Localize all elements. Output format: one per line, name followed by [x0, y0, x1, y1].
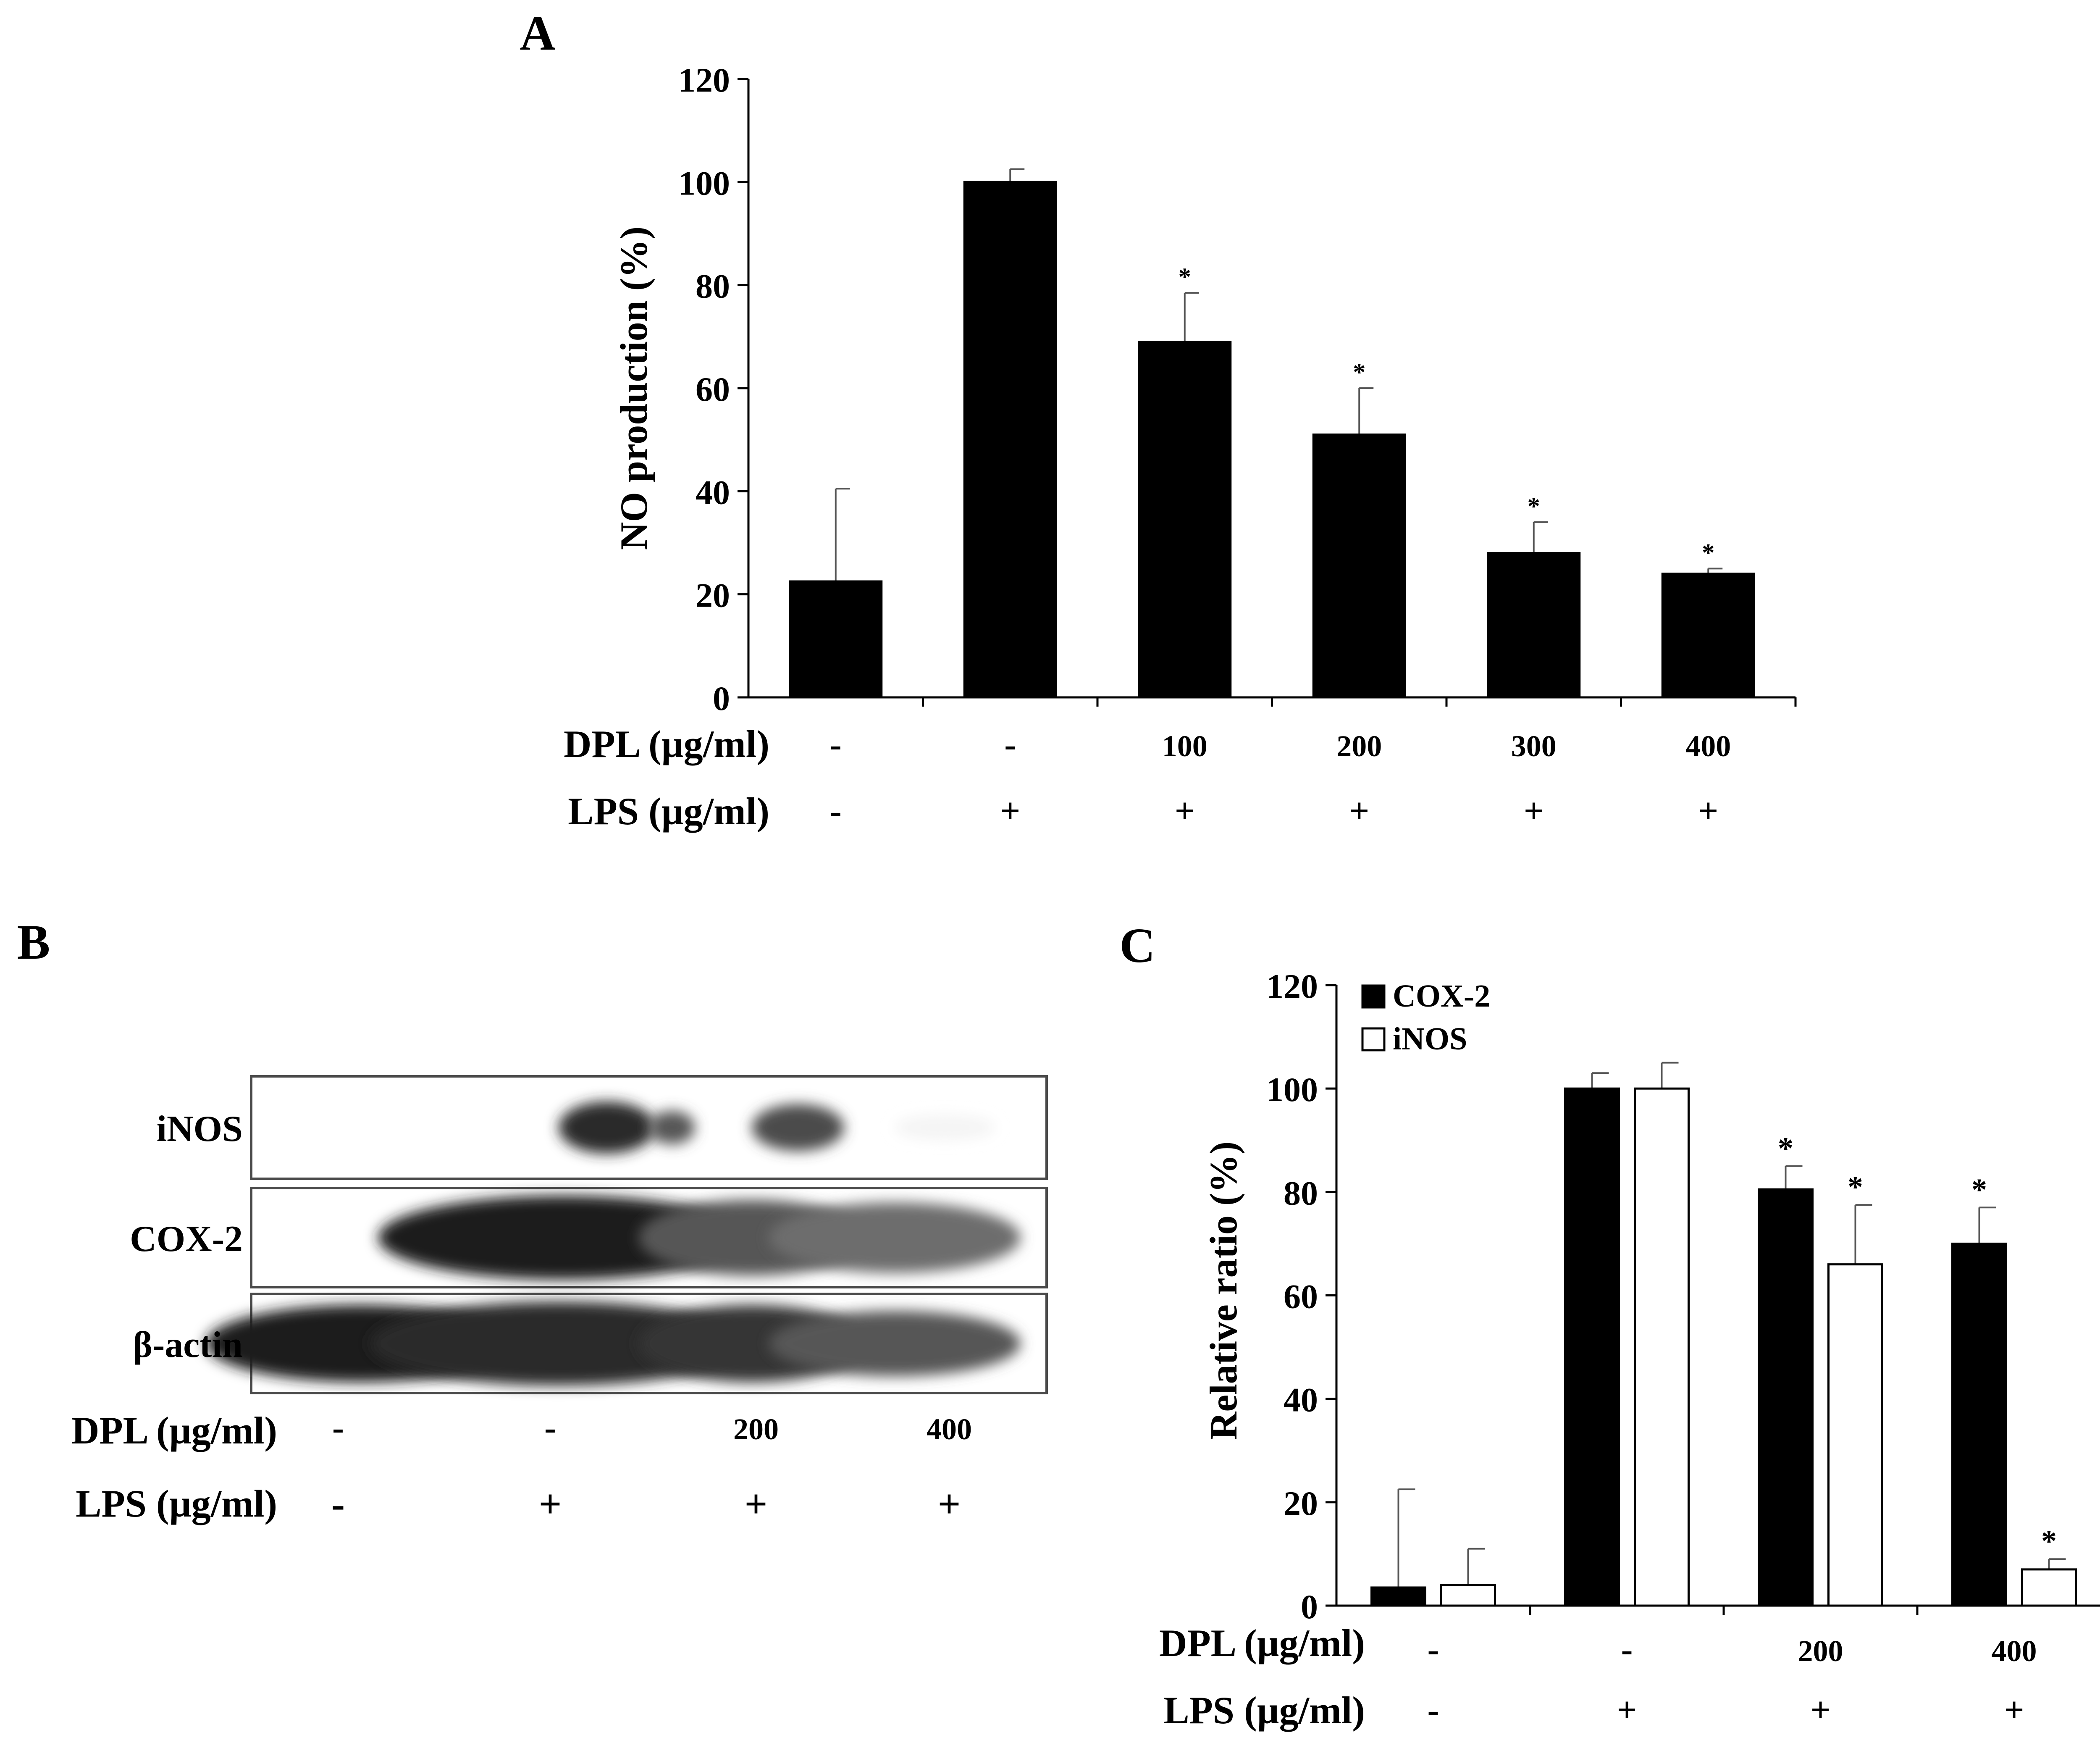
- chart-c-lps-row-label: LPS (µg/ml): [1163, 1689, 1365, 1732]
- chart-c-bar-inos: [1634, 1087, 1690, 1607]
- chart-c-y-tick-label: 0: [1301, 1588, 1318, 1626]
- chart-a-significance-value: *: [1528, 492, 1540, 520]
- chart-a-y-axis-label: NO production (%): [612, 226, 655, 550]
- blot-lps-value: -: [331, 1481, 345, 1526]
- chart-a-significance-value: *: [1179, 263, 1191, 291]
- chart-a-dpl-value: -: [830, 725, 842, 764]
- chart-c-significance-inos: *: [1848, 1170, 1863, 1204]
- chart-a-bar-value: [1661, 573, 1755, 699]
- chart-a-dpl-value: -: [1004, 725, 1016, 764]
- legend-label-inos: iNOS: [1393, 1021, 1467, 1057]
- chart-a-lps-value: +: [1349, 791, 1369, 831]
- chart-a-lps-value: -: [830, 791, 842, 831]
- chart-c-significance-cox-2: *: [1971, 1173, 1987, 1207]
- chart-c-lps-value: +: [1811, 1690, 1831, 1730]
- chart-c-y-tick-label: 40: [1284, 1381, 1318, 1419]
- blot-lps-value: +: [938, 1481, 961, 1526]
- chart-a-bar-value: [1138, 341, 1232, 699]
- blot-row-label: COX-2: [130, 1219, 243, 1259]
- chart-a-y-tick-label: 40: [696, 473, 730, 511]
- panel-a-letter: A: [520, 5, 555, 60]
- chart-c-significance-cox-2: *: [1778, 1131, 1793, 1166]
- blot-band: [378, 1196, 748, 1280]
- blot-row-label: iNOS: [157, 1109, 243, 1149]
- chart-a-lps-value: +: [1175, 791, 1195, 831]
- chart-c-y-tick-label: 60: [1284, 1278, 1318, 1316]
- blot-band: [769, 1202, 1021, 1273]
- blot-b-western-blot: iNOS COX-2 β-actin DPL (µg/ml) LPS (µg/ml)…: [71, 1075, 1048, 1526]
- chart-c-lps-value: +: [2004, 1690, 2024, 1730]
- panel-c-letter: C: [1119, 918, 1155, 973]
- chart-c-y-tick-label: 120: [1266, 967, 1318, 1005]
- chart-a-lps-value: +: [1698, 791, 1718, 831]
- blot-dpl-row-label: DPL (µg/ml): [71, 1409, 277, 1452]
- chart-a-bar-value: [963, 181, 1057, 699]
- chart-a-significance-value: *: [1702, 539, 1714, 566]
- blot-band: [769, 1311, 1021, 1376]
- chart-c-bar-inos: [1827, 1263, 1883, 1607]
- legend-swatch-inos: [1361, 1027, 1386, 1052]
- chart-c-dpl-value: -: [1428, 1630, 1439, 1669]
- blot-band: [559, 1102, 655, 1154]
- chart-a-bar-value: [1312, 433, 1406, 699]
- chart-a-dpl-row-label: DPL (µg/ml): [564, 723, 769, 765]
- chart-a-y-tick-label: 0: [713, 679, 730, 718]
- blot-band: [895, 1115, 995, 1140]
- chart-a-y-tick-label: 20: [696, 576, 730, 615]
- chart-a-lps-value: +: [1000, 791, 1020, 831]
- blot-dpl-value: 400: [927, 1412, 972, 1446]
- chart-c-dpl-value: -: [1621, 1630, 1633, 1669]
- chart-c-legend: COX-2 iNOS: [1361, 978, 1490, 1057]
- blot-row-actin: β-actin: [133, 1293, 1048, 1394]
- blot-row-cox-2: COX-2: [130, 1187, 1048, 1288]
- chart-c-bar-inos: [2021, 1568, 2077, 1607]
- chart-a-dpl-value: 300: [1511, 729, 1557, 763]
- chart-c-y-axis-label: Relative ratio (%): [1202, 1141, 1245, 1440]
- chart-c-y-tick-label: 80: [1284, 1174, 1318, 1212]
- blot-row-inos: iNOS: [157, 1075, 1048, 1180]
- chart-a-bar-value: [1487, 552, 1581, 699]
- chart-c-dpl-value: 200: [1798, 1634, 1843, 1668]
- chart-c-y-tick-label: 100: [1266, 1070, 1318, 1109]
- blot-dpl-value: -: [544, 1408, 556, 1447]
- blot-band: [649, 1111, 695, 1144]
- chart-c-dpl-value: 400: [1992, 1634, 2037, 1668]
- blot-band: [370, 1301, 748, 1385]
- chart-a-dpl-value: 100: [1162, 729, 1208, 763]
- blot-dpl-value: 200: [733, 1412, 779, 1446]
- chart-a-no-production: 0 20 40 60 80 100 120 * * * * NO production (%) D…: [564, 61, 1797, 833]
- chart-c-bar-cox-2: [1951, 1242, 2007, 1607]
- blot-dpl-value: -: [332, 1408, 344, 1447]
- chart-c-significance-inos: *: [2041, 1524, 2057, 1559]
- chart-a-lps-row-label: LPS (µg/ml): [568, 790, 769, 833]
- chart-c-bar-cox-2: [1370, 1586, 1426, 1607]
- blot-lps-value: +: [539, 1481, 562, 1526]
- blot-lps-value: +: [745, 1481, 768, 1526]
- chart-a-dpl-value: 400: [1685, 729, 1731, 763]
- chart-a-lps-value: +: [1524, 791, 1544, 831]
- legend-swatch-cox-2: [1361, 984, 1386, 1009]
- chart-a-bar-value: [789, 580, 883, 699]
- chart-c-bar-cox-2: [1758, 1188, 1814, 1607]
- chart-c-dpl-row-label: DPL (µg/ml): [1159, 1622, 1365, 1664]
- blot-band: [752, 1104, 844, 1151]
- chart-c-bar-cox-2: [1564, 1087, 1620, 1607]
- chart-a-y-tick-label: 80: [696, 267, 730, 305]
- chart-c-bar-inos: [1440, 1584, 1496, 1607]
- chart-a-dpl-value: 200: [1336, 729, 1382, 763]
- legend-label-cox-2: COX-2: [1393, 978, 1490, 1014]
- chart-a-y-tick-label: 60: [696, 370, 730, 408]
- chart-c-y-tick-label: 20: [1284, 1484, 1318, 1522]
- chart-a-significance-value: *: [1353, 358, 1365, 386]
- panel-b-letter: B: [17, 915, 50, 970]
- chart-c-lps-value: +: [1617, 1690, 1637, 1730]
- chart-c-lps-value: -: [1428, 1690, 1439, 1730]
- blot-lps-row-label: LPS (µg/ml): [76, 1482, 277, 1525]
- blot-row-label: β-actin: [133, 1325, 243, 1365]
- chart-a-y-tick-label: 120: [678, 61, 730, 99]
- chart-a-y-tick-label: 100: [678, 164, 730, 202]
